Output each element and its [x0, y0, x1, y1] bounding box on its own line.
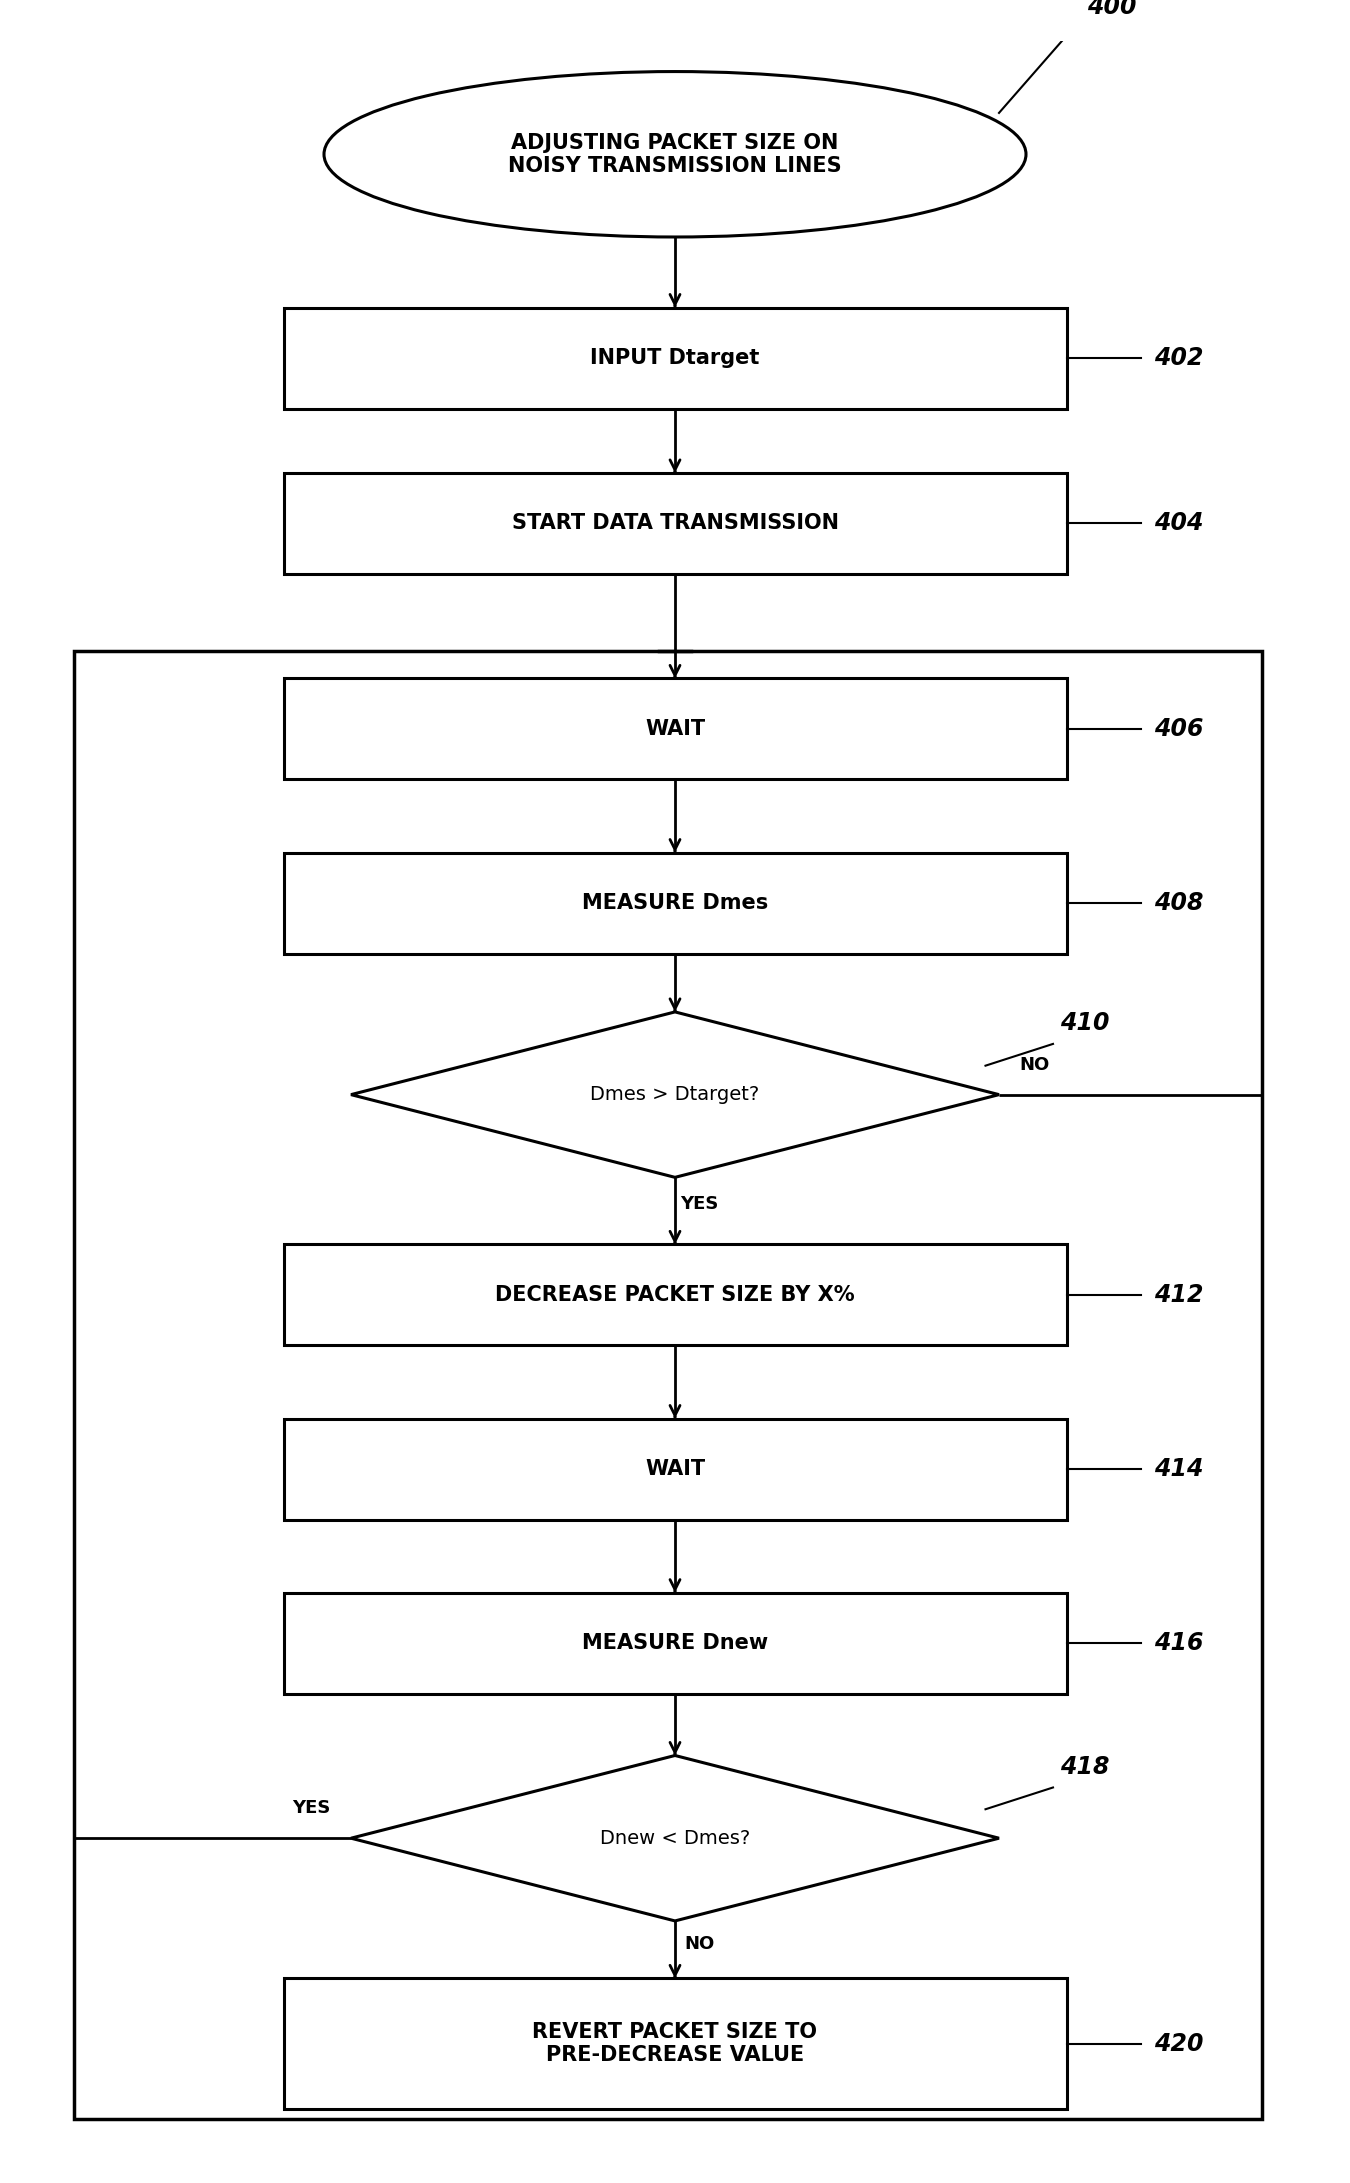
- Text: 416: 416: [1154, 1631, 1204, 1655]
- FancyBboxPatch shape: [284, 1594, 1066, 1694]
- FancyBboxPatch shape: [284, 1419, 1066, 1519]
- Text: MEASURE Dmes: MEASURE Dmes: [582, 893, 768, 912]
- Text: 414: 414: [1154, 1456, 1204, 1480]
- Text: Dnew < Dmes?: Dnew < Dmes?: [599, 1829, 751, 1847]
- Text: 408: 408: [1154, 891, 1204, 915]
- Text: 410: 410: [1060, 1011, 1110, 1035]
- Text: MEASURE Dnew: MEASURE Dnew: [582, 1633, 768, 1653]
- Text: NO: NO: [1019, 1057, 1049, 1074]
- FancyBboxPatch shape: [284, 854, 1066, 954]
- Text: INPUT Dtarget: INPUT Dtarget: [590, 347, 760, 369]
- Ellipse shape: [324, 72, 1026, 238]
- Text: ADJUSTING PACKET SIZE ON
NOISY TRANSMISSION LINES: ADJUSTING PACKET SIZE ON NOISY TRANSMISS…: [508, 133, 842, 177]
- Polygon shape: [351, 1755, 999, 1921]
- Text: Dmes > Dtarget?: Dmes > Dtarget?: [590, 1085, 760, 1105]
- FancyBboxPatch shape: [284, 308, 1066, 408]
- FancyBboxPatch shape: [74, 651, 1262, 2118]
- Text: YES: YES: [293, 1799, 331, 1816]
- FancyBboxPatch shape: [284, 679, 1066, 779]
- Text: YES: YES: [680, 1194, 718, 1214]
- Text: 420: 420: [1154, 2032, 1204, 2056]
- Text: 418: 418: [1060, 1755, 1110, 1779]
- FancyBboxPatch shape: [284, 474, 1066, 574]
- Text: WAIT: WAIT: [645, 718, 705, 738]
- Text: DECREASE PACKET SIZE BY X%: DECREASE PACKET SIZE BY X%: [495, 1286, 855, 1305]
- Text: START DATA TRANSMISSION: START DATA TRANSMISSION: [512, 513, 838, 533]
- Polygon shape: [351, 1013, 999, 1177]
- Text: 402: 402: [1154, 347, 1204, 369]
- Text: NO: NO: [684, 1934, 714, 1954]
- Text: 406: 406: [1154, 716, 1204, 740]
- Text: 400: 400: [1087, 0, 1137, 20]
- Text: WAIT: WAIT: [645, 1458, 705, 1480]
- Text: 412: 412: [1154, 1284, 1204, 1308]
- FancyBboxPatch shape: [284, 1978, 1066, 2109]
- FancyBboxPatch shape: [284, 1244, 1066, 1345]
- Text: 404: 404: [1154, 511, 1204, 535]
- Text: REVERT PACKET SIZE TO
PRE-DECREASE VALUE: REVERT PACKET SIZE TO PRE-DECREASE VALUE: [532, 2021, 818, 2065]
